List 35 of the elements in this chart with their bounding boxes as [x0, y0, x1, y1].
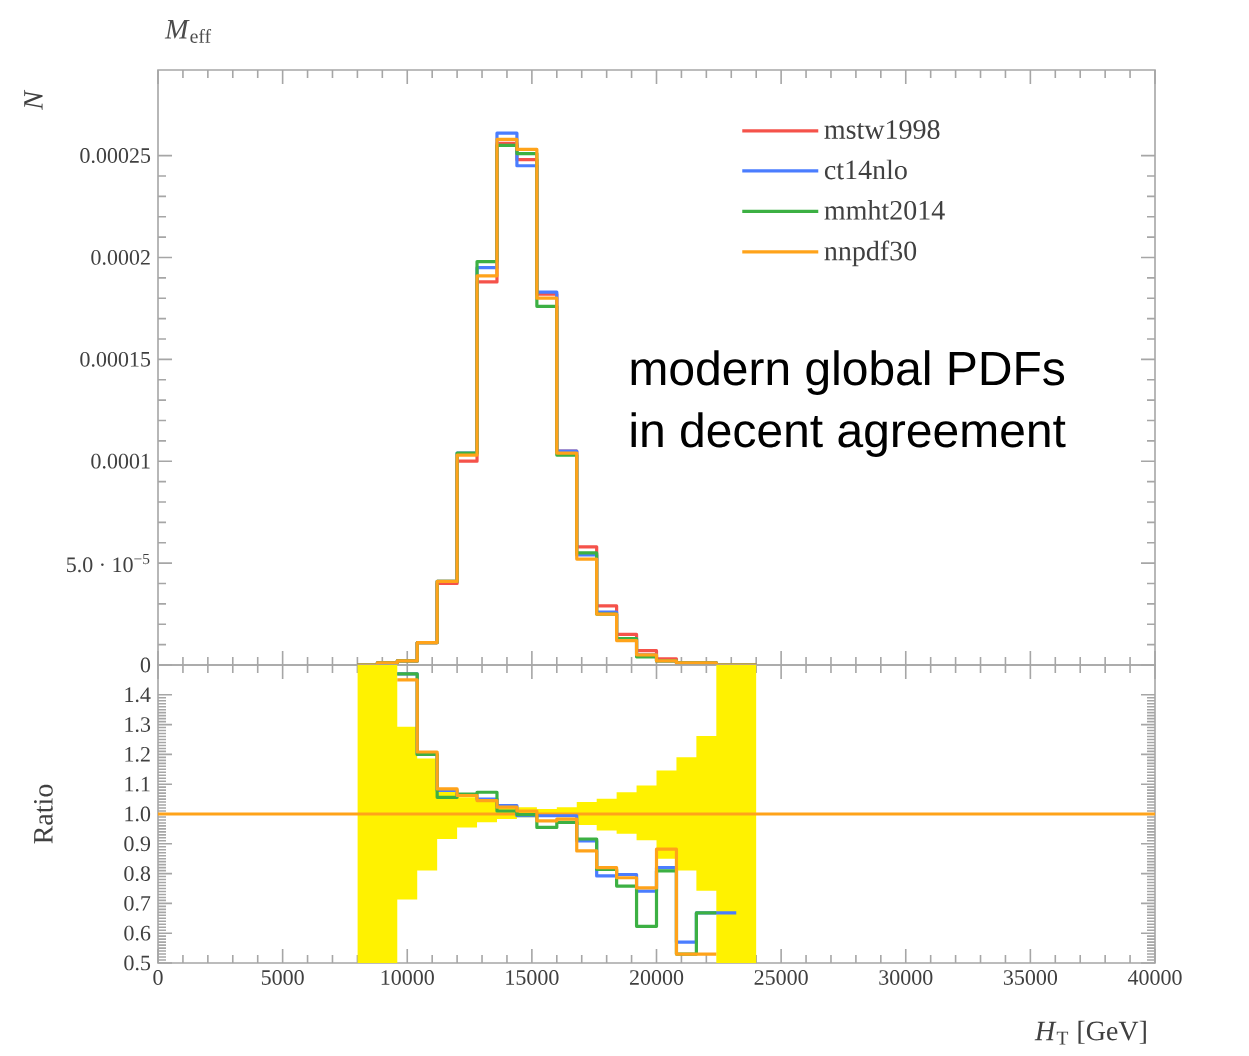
y-tick-label: 0.5: [124, 955, 151, 971]
annotation: modern global PDFs: [631, 350, 1065, 395]
y-tick-label: 0.00025: [80, 148, 151, 164]
y-tick-label: 0: [140, 657, 151, 673]
y-tick-label: 0.7: [124, 895, 151, 911]
x-tick-label: 30000: [879, 970, 933, 985]
chart-title: M$_{eff}$: [164, 20, 212, 43]
x-tick-label: 35000: [1003, 970, 1058, 985]
y-tick-label: 1.0: [125, 806, 151, 822]
y-tick-label: 5.0 · 10$^{−5}$: [67, 553, 150, 573]
y-tick-label: 0.9: [124, 836, 151, 852]
y-tick-label: 1.3: [125, 717, 151, 733]
y-tick-label: 1.4: [125, 687, 151, 703]
legend-label: nnpdf30: [824, 240, 917, 267]
annotation: in decent agreement: [631, 412, 1066, 457]
legend-label: mstw1998: [824, 120, 940, 139]
x-axis-title: H$_{T}$ [GeV]: [1034, 1020, 1146, 1045]
x-tick-label: 40000: [1127, 970, 1182, 985]
x-tick-label: 5000: [261, 970, 304, 985]
y-tick-label: 0.0002: [91, 250, 150, 265]
legend-label: mmht2014: [824, 200, 945, 220]
y-tick-label: 1.1: [125, 776, 150, 792]
y-tick-label: 0.00015: [80, 351, 151, 367]
x-tick-label: 15000: [506, 970, 559, 985]
y-axis-title: Ratio: [33, 784, 53, 844]
y-tick-label: 0.0001: [91, 453, 150, 469]
y-tick-label: 0.8: [124, 866, 151, 882]
x-tick-label: 0: [153, 970, 163, 985]
x-tick-label: 10000: [381, 970, 434, 985]
x-tick-label: 20000: [629, 970, 684, 985]
legend-label: ct14nlo: [824, 159, 907, 180]
x-tick-label: 25000: [754, 970, 808, 985]
y-axis-title: N: [24, 89, 43, 110]
y-tick-label: 0.6: [124, 925, 151, 941]
y-tick-label: 1.2: [125, 746, 150, 762]
